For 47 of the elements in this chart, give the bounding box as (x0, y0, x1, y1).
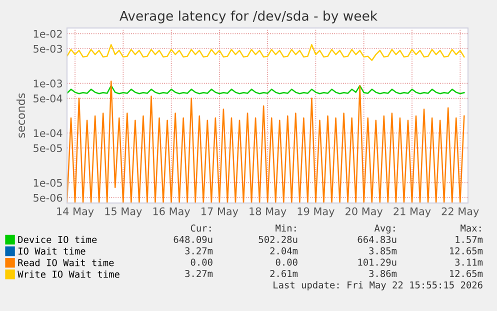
text: Avg: (374, 224, 395, 234)
text: Min: (276, 224, 296, 232)
line-series (67, 84, 465, 94)
text: 664.83u (358, 236, 396, 244)
y-axis-title: seconds (16, 93, 26, 138)
y-tick-label: 1e-04 (34, 129, 62, 138)
x-tick-label: 19 May (298, 207, 334, 218)
x-tick-label: 14 May (57, 207, 94, 218)
text: 2.61m (270, 270, 298, 278)
x-tick-label: 22 May (442, 207, 479, 218)
y-tick-label: 5e-06 (34, 194, 62, 202)
text: Last update: Fri May 22 15:55:15 2026 (274, 281, 482, 290)
x-tick-label: 18 May (250, 207, 286, 218)
text: 1.57m (456, 236, 483, 244)
text: 0.00 (190, 258, 212, 266)
text: 0.00 (276, 258, 298, 266)
legend-label: Write IO Wait time (18, 270, 120, 278)
chart-title: Average latency for /dev/sda - by week (120, 10, 378, 24)
text: 3.11m (455, 258, 483, 266)
x-tick-label: 21 May (394, 207, 431, 218)
y-tick-label: 5e-05 (34, 144, 62, 152)
line-series (67, 80, 465, 203)
y-tick-label: 5e-04 (34, 94, 62, 102)
x-tick-label: 20 May (346, 207, 383, 218)
text: 12.65m (450, 270, 483, 278)
text: 502.28u (258, 236, 298, 244)
text: Max: (460, 224, 481, 232)
text: 12.65m (450, 247, 483, 254)
legend-label: IO Wait time (18, 247, 86, 255)
line-series (67, 44, 465, 61)
x-tick-label: 15 May (105, 207, 142, 218)
y-tick-label: 5e-03 (34, 44, 62, 53)
text: 648.09u (174, 236, 212, 244)
text: 3.85m (369, 247, 397, 254)
text: 2.04m (270, 247, 298, 254)
legend-label: Device IO time (18, 236, 97, 244)
y-tick-label: 1e-02 (34, 30, 62, 38)
text: 3.27m (185, 270, 213, 278)
text: Cur: (190, 224, 211, 232)
text: 3.86m (369, 270, 397, 278)
text: 101.29u (358, 258, 396, 266)
y-tick-label: 1e-03 (34, 80, 62, 88)
text: 3.27m (185, 247, 213, 254)
x-tick-label: 16 May (153, 207, 190, 218)
legend-label: Read IO Wait time (18, 258, 114, 266)
x-tick-label: 17 May (202, 207, 238, 218)
y-tick-label: 1e-05 (34, 178, 62, 187)
